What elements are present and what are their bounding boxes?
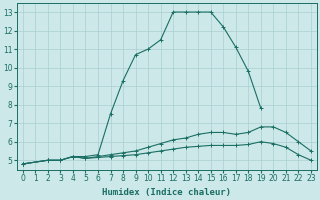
X-axis label: Humidex (Indice chaleur): Humidex (Indice chaleur) <box>102 188 231 197</box>
